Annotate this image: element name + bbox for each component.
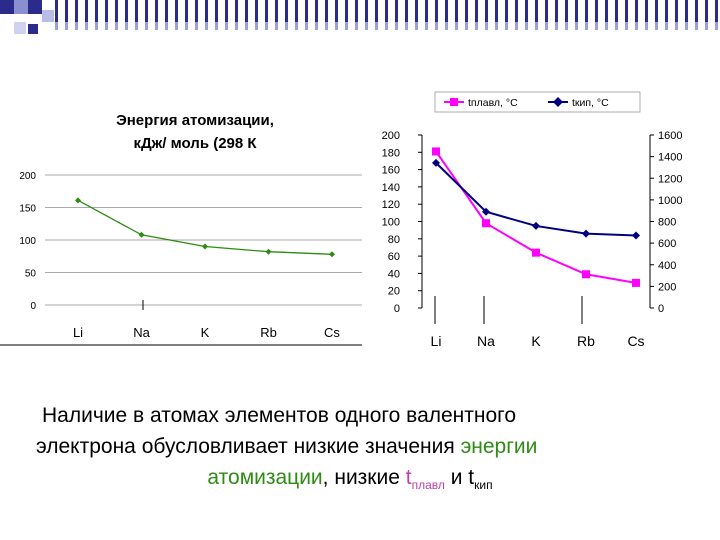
corner-square-6 — [28, 24, 38, 34]
chart2-right-ytick-6: 1200 — [658, 173, 682, 185]
chart2-xlabel-4: Cs — [627, 333, 644, 349]
chart2-left-ytick-1: 20 — [388, 286, 400, 298]
chart1-xlabel-0: Li — [73, 325, 83, 340]
chart1-title-line1: Энергия атомизации, — [116, 112, 274, 129]
chart2-right-ytick-1: 200 — [658, 281, 676, 293]
chart2-melt-line — [435, 150, 637, 284]
chart1-point-1 — [138, 231, 145, 238]
chart2-right-ytick-3: 600 — [658, 238, 676, 250]
chart1-xlabel-2: K — [201, 325, 210, 340]
chart2-boil-point-3 — [582, 229, 590, 238]
chart2-right-ytick-5: 1000 — [658, 195, 682, 207]
caption-line2: электрона обусловливает низкие значения … — [20, 431, 710, 462]
chart2-left-ytick-7: 140 — [382, 182, 400, 194]
chart2-right-ytick-0: 0 — [658, 303, 664, 315]
corner-square-1 — [0, 0, 14, 14]
caption-line2-text: электрона обусловливает низкие значения — [36, 435, 461, 458]
chart1-ytick-3: 150 — [19, 204, 36, 215]
chart2-right-ytick-2: 400 — [658, 260, 676, 272]
caption-line1: Наличие в атомах элементов одного валент… — [42, 404, 517, 427]
chart2-right-ytick-8: 1600 — [658, 130, 682, 142]
chart2-boil-point-0 — [432, 158, 440, 167]
caption-t-boil: t — [468, 466, 475, 489]
chart1-ytick-4: 200 — [19, 171, 36, 182]
chart1-xlabel-4: Cs — [324, 325, 340, 340]
chart2-left-ytick-9: 180 — [382, 147, 400, 159]
chart2-melt-point-1 — [482, 219, 490, 228]
atomization-energy-chart: Энергия атомизации, кДж/ моль (298 К 0 50… — [0, 112, 362, 346]
caption-highlight-energy: энергии — [460, 435, 538, 458]
chart2-melt-point-0 — [432, 147, 440, 156]
caption-and-text: и — [444, 466, 469, 489]
caption-sub-melt: плавл — [411, 478, 445, 493]
chart2-xlabel-1: Na — [477, 333, 495, 349]
chart2-right-ytick-4: 800 — [658, 217, 676, 229]
chart1-point-3 — [265, 248, 272, 255]
chart2-melt-point-4 — [632, 278, 640, 287]
chart2-left-ytick-6: 120 — [382, 199, 400, 211]
legend-boil-marker — [553, 97, 563, 107]
chart1-xlabel-1: Na — [133, 325, 150, 340]
legend-melt-label: tплавл, °C — [468, 97, 518, 109]
chart1-xlabel-3: Rb — [260, 325, 277, 340]
legend-boil-label: tкип, °C — [572, 97, 609, 109]
chart2-left-ytick-3: 60 — [388, 251, 400, 263]
caption: Наличие в атомах элементов одного валент… — [20, 400, 710, 501]
chart2-xlabel-3: Rb — [577, 333, 595, 349]
caption-highlight-atomization: атомизации — [207, 466, 323, 489]
chart1-point-2 — [202, 243, 208, 250]
chart2-boil-point-1 — [482, 207, 490, 216]
chart2-xlabel-2: K — [531, 333, 541, 349]
melting-boiling-chart: tплавл, °C tкип, °C 0 20 40 60 80 100 120 140 16… — [382, 91, 682, 349]
chart1-title-line2: кДж/ моль (298 К — [133, 135, 257, 152]
chart1-ytick-2: 100 — [19, 236, 36, 247]
header-stripes-light — [55, 22, 720, 30]
caption-line3: атомизации, низкие tплавл и tкип — [20, 462, 710, 501]
chart2-boil-point-4 — [632, 231, 640, 240]
caption-t-melt: t — [405, 466, 412, 489]
corner-square-3 — [28, 0, 42, 14]
chart2-right-ytick-7: 1400 — [658, 152, 682, 164]
chart2-left-ytick-8: 160 — [382, 165, 400, 177]
chart1-point-4 — [329, 251, 335, 258]
chart2-left-ytick-4: 80 — [388, 234, 400, 246]
chart2-melt-point-3 — [582, 270, 590, 279]
corner-square-5 — [14, 22, 26, 34]
chart1-ytick-1: 50 — [25, 269, 37, 280]
corner-square-2 — [14, 0, 28, 14]
chart2-melt-point-2 — [532, 248, 540, 257]
chart2-legend-box — [434, 91, 641, 113]
chart2-boil-point-2 — [532, 221, 540, 230]
caption-sub-boil: кип — [474, 478, 493, 493]
header-stripes — [55, 0, 720, 22]
chart2-left-ytick-0: 0 — [394, 303, 400, 315]
corner-square-4 — [42, 10, 54, 22]
chart2-left-ytick-10: 200 — [382, 130, 400, 142]
chart2-xlabel-0: Li — [431, 333, 442, 349]
chart1-point-0 — [75, 197, 81, 204]
chart1-ytick-0: 0 — [30, 301, 36, 312]
caption-low-text: , низкие — [322, 466, 406, 489]
chart2-left-ytick-2: 40 — [388, 268, 400, 280]
chart2-left-ytick-5: 100 — [382, 217, 400, 229]
legend-melt-marker — [450, 98, 458, 106]
